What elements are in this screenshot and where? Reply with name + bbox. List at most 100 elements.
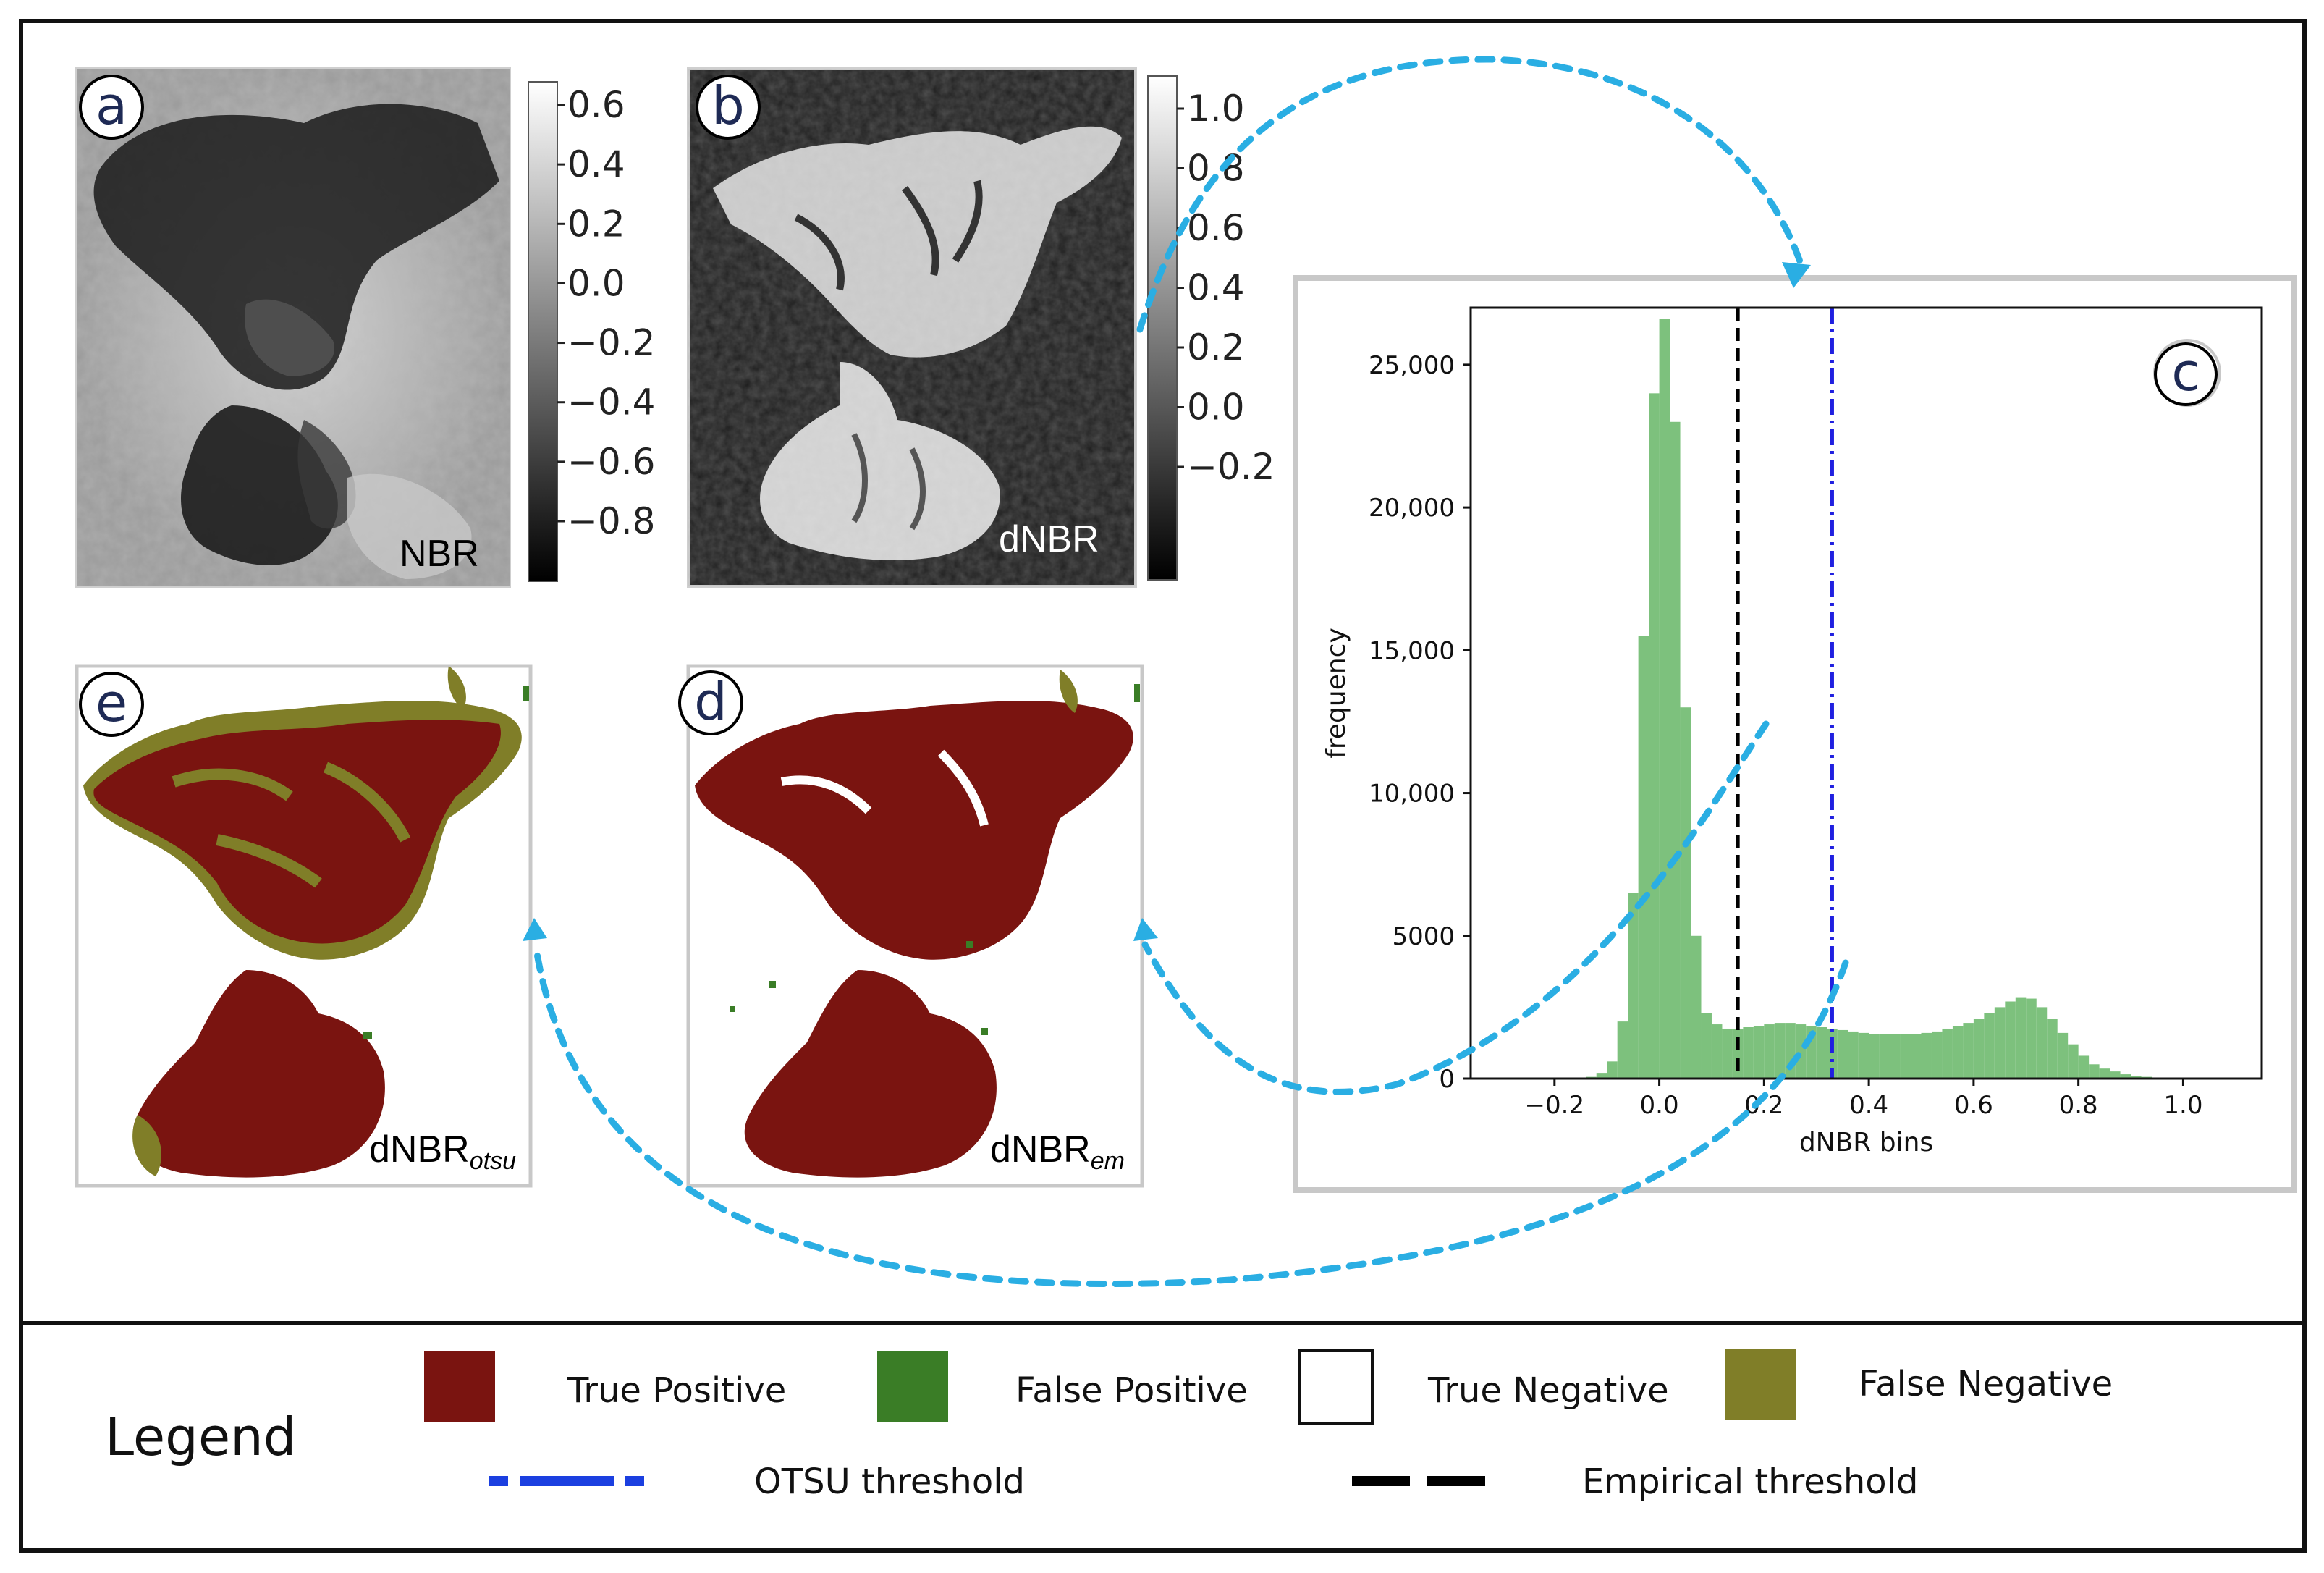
otsu-caption: dNBRotsu [369,1129,516,1175]
histogram-bar [2036,1007,2048,1079]
nbr-colorbar-ticks: 0.6 0.4 0.2 0.0 −0.2 −0.4 −0.6 −0.8 [557,84,655,542]
histogram-axes-box [1469,306,2263,1080]
histogram-bar [1649,393,1660,1079]
legend-label-false-positive: False Positive [1015,1370,1248,1411]
dnbr-colorbar-tick-label: 0.6 [1187,207,1245,249]
legend-swatch-false-positive [877,1351,948,1422]
histogram-bar [1774,1023,1786,1079]
histogram-bar [1931,1031,1943,1079]
histogram-bar [1963,1023,1974,1079]
histogram-bar [1848,1031,1859,1079]
panel-c-label-inner [2154,342,2218,406]
histogram-bar [1879,1034,1890,1079]
histogram-ytick-label: 0 [1439,1065,1455,1094]
panel-e-label: e [96,672,127,733]
arrow-histogram-to-em [1141,720,1770,1095]
histogram-bar [2026,998,2037,1079]
histogram-bar [1617,1021,1628,1079]
histogram-bar [1984,1013,1995,1079]
histogram-bar [1732,1028,1744,1079]
histogram-bar [1900,1034,1911,1079]
histogram-bar [1942,1028,1953,1079]
otsu-caption-main: dNBR [369,1129,470,1171]
arrow-histogram-to-otsu [532,941,1849,1288]
histogram-ytick-label: 10,000 [1369,780,1455,809]
histogram-bar [1628,893,1639,1079]
histogram-bar [1869,1034,1880,1079]
histogram-bar [2047,1019,2058,1079]
legend-label-otsu: OTSU threshold [754,1462,1025,1502]
histogram-bar [1596,1073,1607,1079]
panel-b-label: b [711,75,745,136]
histogram-xtick-label: 0.4 [1849,1091,1888,1120]
legend-title: Legend [105,1407,296,1467]
histogram-bar [1670,421,1681,1079]
panel-a-label-circle [79,75,144,140]
nbr-image [77,69,510,586]
nbr-colorbar-tick-label: 0.0 [567,262,625,304]
nbr-caption: NBR [400,533,479,575]
histogram-bar [2131,1076,2142,1079]
panel-b: b dNBR 1.0 0.8 0.6 0.4 0.2 0.0 −0.2 [687,67,1275,588]
legend-label-empirical: Empirical threshold [1582,1462,1918,1502]
histogram-bar [1691,935,1702,1079]
panel-e-label-circle [79,672,144,737]
histogram-bar [2005,1001,2016,1079]
dnbr-colorbar-tick-label: 0.4 [1187,267,1245,309]
dnbr-caption: dNBR [999,518,1099,560]
nbr-colorbar [528,81,558,582]
histogram-xtick-label: 0.0 [1640,1091,1679,1120]
histogram-bar [1816,1027,1827,1079]
histogram-ylabel: frequency [1322,628,1351,759]
histogram-bar [2068,1044,2079,1079]
histogram-bar [1911,1034,1922,1079]
histogram-ytick-label: 5000 [1392,922,1455,951]
dnbr-colorbar-tick-label: 0.8 [1187,148,1245,190]
dnbr-image [688,69,1136,586]
otsu-caption-sub: otsu [470,1147,516,1175]
histogram-bar [1785,1023,1796,1079]
histogram-bar [1753,1026,1765,1079]
panel-c-label: c [2171,342,2200,402]
histogram-ytick-label: 20,000 [1369,494,1455,523]
legend-swatch-true-positive [424,1351,495,1422]
dnbr-colorbar-tick-label: 0.0 [1187,387,1245,429]
histogram-xtick-label: −0.2 [1525,1091,1585,1120]
nbr-colorbar-tick-label: 0.4 [567,143,625,185]
histogram-bar [1743,1027,1754,1079]
panel-b-label-circle [696,75,761,140]
histogram-xlabel: dNBR bins [1799,1128,1933,1157]
nbr-colorbar-tick-label: −0.6 [567,441,655,483]
histogram-bar [1973,1019,1985,1079]
histogram-bar [1890,1034,1901,1079]
histogram-bar [1858,1032,1869,1079]
histogram-bar [1680,707,1691,1079]
histogram-xtick-label: 0.8 [2059,1091,2098,1120]
panel-d: d dNBRem [678,664,1144,1188]
panel-a-label: a [96,75,127,136]
legend-label-false-negative: False Negative [1859,1364,2113,1404]
legend-label-true-negative: True Negative [1427,1370,1669,1411]
nbr-colorbar-tick-label: −0.4 [567,381,655,423]
arrowhead-otsu [523,918,547,941]
histogram-bar [1722,1028,1733,1079]
legend: Legend True Positive False Positive True… [105,1349,2113,1502]
histogram-bar [1701,1013,1712,1079]
dnbr-colorbar-tick-label: 0.2 [1187,326,1245,368]
histogram-bar [2120,1074,2131,1079]
histogram-bar [2057,1032,2069,1079]
dnbr-colorbar [1147,75,1178,581]
histogram-bar [1795,1024,1807,1079]
panel-d-label: d [694,671,727,732]
legend-swatch-true-negative [1298,1349,1374,1425]
legend-label-true-positive: True Positive [567,1370,786,1411]
arrowhead-em [1133,918,1158,941]
histogram-chart: −0.2 0.0 0.2 0.4 0.6 0.8 1.00500010,00015,0002… [1322,306,2263,1157]
arrow-heads [523,262,1811,941]
dnbr-colorbar-tick-label: 1.0 [1187,88,1245,130]
histogram-ytick-label: 15,000 [1369,636,1455,665]
histogram-bar [2015,997,2027,1079]
histogram-bar [2078,1055,2090,1079]
histogram-xtick-label: 1.0 [2163,1091,2202,1120]
